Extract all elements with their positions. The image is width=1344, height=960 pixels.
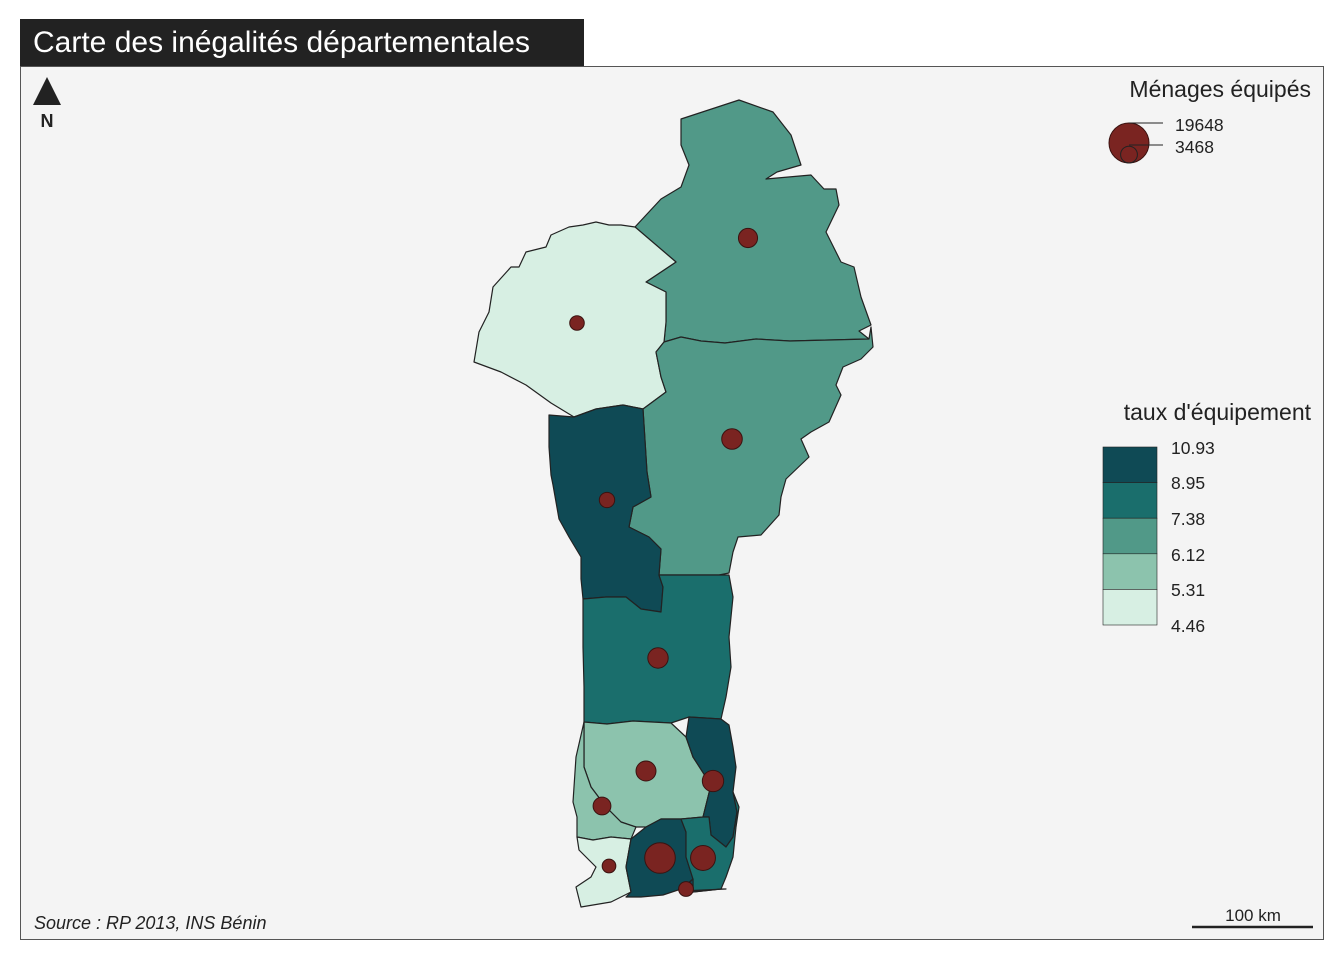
legend-break-2: 7.38 — [1171, 509, 1205, 529]
symbol-couffo[interactable] — [592, 796, 612, 816]
legend-class-1 — [1102, 589, 1158, 626]
legend-symbol-value-small: 3468 — [1175, 137, 1214, 157]
symbol-borgou[interactable] — [721, 428, 743, 450]
symbol-alibori[interactable] — [737, 227, 759, 249]
legend-break-1: 8.95 — [1171, 473, 1205, 493]
legend-symbols: Ménages équipés 19648 3468 — [1108, 76, 1311, 164]
map-title: Carte des inégalités départementales — [20, 19, 584, 66]
legend-symbol-small — [1120, 145, 1138, 164]
department-borgou[interactable] — [628, 326, 874, 576]
north-arrow-icon — [33, 77, 61, 105]
scale-label: 100 km — [1225, 906, 1281, 925]
symbol-mono[interactable] — [601, 858, 617, 874]
symbol-donga[interactable] — [598, 491, 616, 509]
legend-symbols-title: Ménages équipés — [1129, 76, 1311, 102]
legend-class-4 — [1102, 482, 1158, 519]
map-frame: N — [20, 66, 1324, 940]
department-mono[interactable] — [575, 836, 632, 908]
legend-choropleth-title: taux d'équipement — [1124, 399, 1312, 425]
symbol-collines[interactable] — [647, 647, 669, 669]
legend-class-2 — [1102, 553, 1158, 590]
symbol-plateau[interactable] — [701, 769, 725, 793]
symbol-oueme[interactable] — [690, 845, 716, 871]
legend-symbol-value-large: 19648 — [1175, 115, 1224, 135]
departments-layer — [473, 99, 874, 908]
legend-choropleth: taux d'équipement 10.93 8.95 7.38 6.12 5… — [1102, 399, 1312, 636]
symbol-atacora[interactable] — [569, 315, 585, 331]
north-arrow: N — [33, 77, 61, 131]
legend-symbol-large — [1108, 122, 1150, 164]
legend-break-0: 10.93 — [1171, 438, 1215, 458]
symbol-atlantique[interactable] — [644, 842, 676, 874]
symbol-littoral[interactable] — [678, 881, 694, 897]
proportional-symbols-layer — [569, 227, 759, 897]
legend-class-3 — [1102, 517, 1158, 555]
legend-break-4: 5.31 — [1171, 580, 1205, 600]
map-canvas: N — [33, 76, 1313, 933]
legend-break-3: 6.12 — [1171, 545, 1205, 565]
scale-bar: 100 km — [1192, 906, 1313, 929]
source-note: Source : RP 2013, INS Bénin — [34, 913, 266, 933]
legend-class-5 — [1102, 446, 1158, 483]
north-label: N — [41, 111, 54, 131]
symbol-zou[interactable] — [635, 760, 657, 782]
legend-break-5: 4.46 — [1171, 616, 1205, 636]
department-alibori[interactable] — [634, 99, 872, 344]
